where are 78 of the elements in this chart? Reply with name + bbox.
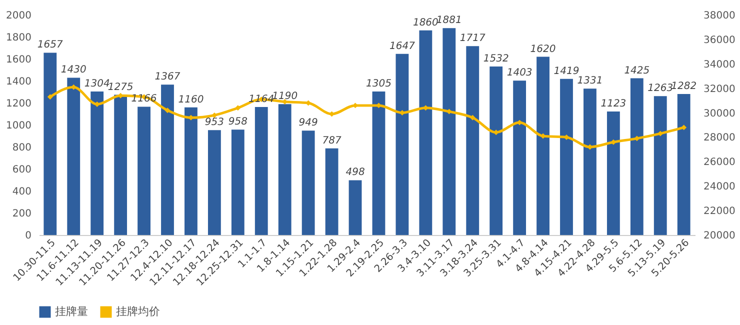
y2-tick-label: 32000: [704, 84, 736, 95]
data-label: 1123: [600, 98, 626, 110]
bar: [466, 46, 480, 235]
data-label: 1160: [178, 94, 204, 106]
y-tick-label: 1600: [6, 54, 32, 66]
y2-tick-label: 22000: [704, 206, 736, 218]
data-label: 1657: [37, 40, 64, 51]
y2-tick-label: 34000: [704, 59, 736, 70]
bar: [606, 111, 620, 235]
y2-tick-label: 36000: [704, 34, 736, 46]
data-label: 1263: [648, 83, 674, 94]
bar: [584, 88, 596, 235]
y2-tick-label: 20000: [704, 230, 736, 242]
point: [47, 94, 53, 100]
bar: [44, 52, 57, 235]
data-label: 1620: [530, 44, 556, 55]
point: [681, 124, 687, 130]
data-label: 949: [298, 118, 318, 129]
bar: [419, 30, 432, 235]
point: [164, 108, 170, 114]
bar: [442, 28, 456, 235]
bar: [208, 130, 221, 235]
data-label: 787: [322, 135, 342, 146]
data-label: 1717: [460, 33, 486, 44]
y-tick-label: 1000: [6, 120, 32, 132]
y-tick-label: 1400: [6, 76, 32, 88]
bar: [254, 106, 268, 235]
y2-tick-label: 28000: [704, 132, 736, 144]
bar: [325, 148, 338, 235]
y-tick-label: 0: [25, 230, 32, 242]
bar: [231, 130, 244, 235]
y-tick-label: 200: [12, 208, 32, 220]
y2-tick-label: 38000: [704, 10, 736, 22]
data-label: 1419: [554, 66, 580, 77]
bar: [560, 78, 573, 235]
y2-tick-label: 30000: [704, 108, 736, 120]
data-label: 1282: [671, 80, 697, 92]
bar: [513, 80, 526, 235]
bar: [114, 94, 128, 235]
y-tick-label: 600: [12, 164, 32, 176]
data-label: 1647: [389, 40, 416, 52]
data-label: 1403: [506, 68, 532, 79]
bar: [90, 92, 104, 235]
bar: [372, 91, 386, 235]
bar: [490, 66, 503, 235]
data-label: 1331: [577, 76, 603, 87]
data-label: 1367: [154, 72, 181, 83]
bar: [396, 54, 409, 235]
y2-tick-label: 26000: [704, 157, 736, 168]
y-tick-label: 800: [12, 142, 32, 154]
data-label: 1425: [624, 65, 650, 76]
y2-tick-label: 24000: [704, 182, 736, 193]
legend-label: 挂牌均价: [116, 305, 160, 318]
data-label: 498: [346, 167, 365, 178]
data-label: 1190: [272, 91, 298, 102]
bar: [278, 104, 292, 235]
bar: [67, 78, 80, 235]
bar: [184, 107, 198, 235]
legend-label: 挂牌量: [55, 305, 88, 318]
bar: [348, 180, 362, 235]
bar: [654, 96, 667, 235]
y-tick-label: 400: [12, 186, 32, 198]
point: [235, 105, 241, 111]
y-tick-label: 1800: [6, 32, 32, 44]
data-label: 1305: [366, 78, 392, 90]
point: [470, 114, 476, 120]
bar: [677, 94, 690, 235]
bar: [302, 130, 315, 235]
bar: [138, 106, 150, 235]
data-label: 958: [228, 116, 248, 128]
bar: [536, 56, 550, 235]
bar: [630, 78, 644, 235]
data-label: 1532: [483, 53, 509, 64]
data-label: 953: [204, 117, 224, 128]
y-tick-label: 2000: [6, 10, 32, 22]
bar: [161, 84, 174, 235]
data-label: 1430: [60, 64, 86, 76]
y-tick-label: 1200: [6, 98, 32, 110]
